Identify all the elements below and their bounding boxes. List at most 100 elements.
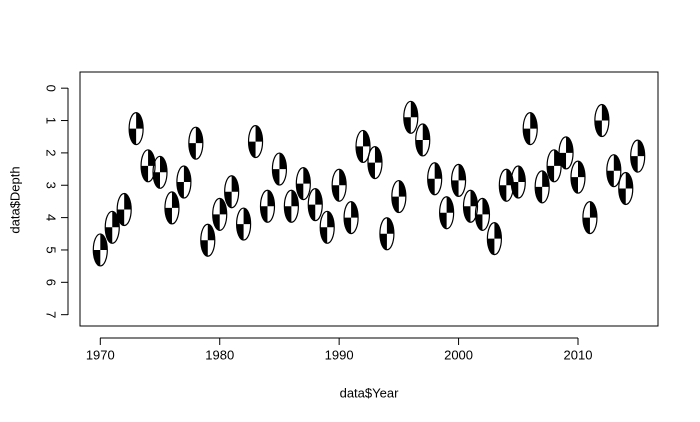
point: [331, 168, 347, 202]
point-quadrant: [391, 196, 399, 213]
point-outline: [164, 191, 180, 225]
point-quadrant: [446, 196, 454, 213]
point-quadrant: [200, 240, 208, 257]
point-quadrant: [582, 217, 590, 234]
point-quadrant: [160, 156, 168, 173]
point-quadrant: [141, 165, 149, 182]
point: [295, 167, 311, 201]
point: [307, 188, 323, 222]
y-tick-label: 5: [44, 246, 59, 253]
point-outline: [582, 201, 598, 235]
point-quadrant: [559, 152, 567, 169]
point-outline: [295, 167, 311, 201]
point-quadrant: [511, 182, 519, 199]
y-axis-label: data$Depth: [7, 166, 22, 233]
point-quadrant: [291, 190, 299, 207]
point-quadrant: [379, 233, 387, 250]
point-quadrant: [427, 178, 435, 195]
point-quadrant: [153, 172, 161, 189]
point-outline: [116, 192, 132, 227]
point-quadrant: [577, 161, 585, 178]
point-quadrant: [129, 128, 137, 145]
point-outline: [618, 171, 634, 206]
point-quadrant: [308, 204, 316, 221]
point: [128, 112, 144, 146]
point: [570, 160, 586, 194]
point-outline: [379, 217, 395, 251]
point: [474, 197, 491, 231]
point-quadrant: [148, 149, 156, 166]
point-outline: [128, 112, 144, 146]
point: [450, 163, 467, 197]
point: [558, 136, 574, 170]
point-outline: [236, 207, 252, 241]
point-quadrant: [284, 206, 292, 223]
x-axis-label: data$Year: [340, 385, 399, 400]
point-quadrant: [625, 172, 633, 189]
point-outline: [427, 162, 443, 196]
point-quadrant: [195, 127, 203, 144]
point: [116, 192, 132, 227]
point-outline: [367, 145, 383, 180]
point-quadrant: [570, 177, 578, 194]
point-outline: [104, 210, 120, 244]
point-outline: [594, 103, 610, 138]
point: [462, 189, 479, 223]
plot-box: [79, 71, 659, 327]
point-outline: [403, 100, 419, 134]
point-outline: [439, 196, 455, 230]
point: [486, 222, 502, 256]
point: [271, 152, 288, 186]
point-quadrant: [356, 146, 364, 163]
point-outline: [546, 149, 562, 183]
point-outline: [570, 160, 586, 194]
point-quadrant: [458, 164, 466, 181]
point-quadrant: [231, 175, 239, 192]
point: [630, 139, 646, 173]
point-quadrant: [547, 165, 555, 182]
point-quadrant: [618, 188, 626, 205]
y-tick-label: 2: [44, 149, 59, 156]
point: [379, 217, 395, 251]
point-quadrant: [523, 128, 531, 145]
point-quadrant: [267, 190, 275, 207]
x-tick-label: 1970: [86, 347, 115, 362]
point-outline: [391, 179, 407, 214]
point-outline: [462, 189, 479, 223]
point-outline: [152, 155, 168, 189]
point: [439, 196, 455, 230]
point-quadrant: [236, 224, 244, 241]
point-quadrant: [272, 169, 280, 186]
point: [403, 100, 419, 134]
point-quadrant: [475, 214, 483, 231]
point-quadrant: [410, 101, 418, 118]
point-outline: [200, 223, 216, 257]
point-outline: [188, 126, 204, 160]
point-quadrant: [434, 162, 442, 179]
point-outline: [415, 123, 431, 157]
point-quadrant: [279, 153, 287, 170]
point-quadrant: [487, 238, 495, 255]
point: [618, 171, 634, 206]
x-tick-label: 1980: [205, 347, 234, 362]
point-outline: [355, 129, 371, 164]
point-outline: [450, 163, 467, 197]
point: [212, 197, 228, 231]
point-quadrant: [637, 140, 645, 157]
y-tick-label: 1: [44, 117, 59, 124]
point-outline: [630, 139, 646, 173]
point-outline: [271, 152, 288, 186]
point-quadrant: [589, 201, 597, 218]
point-outline: [343, 201, 359, 235]
point-quadrant: [494, 222, 502, 239]
point-outline: [319, 210, 335, 244]
point-outline: [486, 222, 502, 256]
point: [343, 201, 359, 235]
point-outline: [259, 189, 276, 223]
point-quadrant: [243, 208, 251, 225]
y-tick-label: 3: [44, 182, 59, 189]
y-tick-label: 7: [44, 311, 59, 318]
point: [140, 149, 156, 183]
point-outline: [224, 175, 240, 209]
point-quadrant: [255, 125, 263, 142]
